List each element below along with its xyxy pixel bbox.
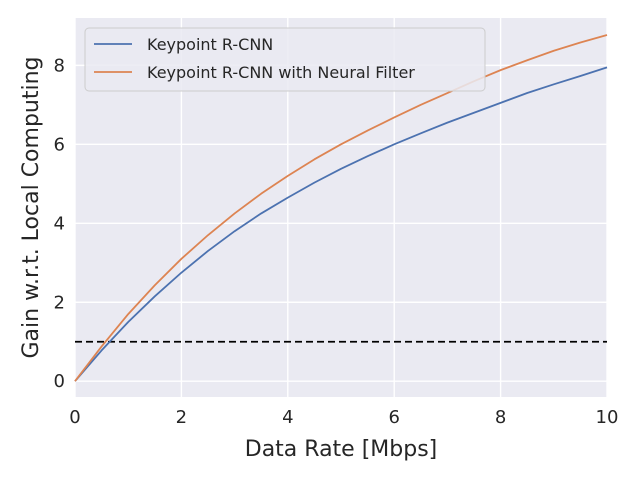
y-tick-label-3: 6 <box>54 134 65 155</box>
y-tick-label-2: 4 <box>54 213 65 234</box>
legend-label-0: Keypoint R-CNN <box>147 35 273 54</box>
y-tick-labels: 0 2 4 6 8 <box>54 55 65 392</box>
series-line-1 <box>74 34 608 382</box>
y-tick-label-0: 0 <box>54 371 65 392</box>
x-tick-labels: 0 2 4 6 8 10 <box>69 407 618 428</box>
series-layer <box>74 34 608 382</box>
legend-label-1: Keypoint R-CNN with Neural Filter <box>147 63 415 82</box>
x-tick-label-2: 4 <box>282 407 293 428</box>
x-axis-label: Data Rate [Mbps] <box>245 437 438 462</box>
series-line-0 <box>74 66 608 382</box>
x-tick-label-4: 8 <box>495 407 506 428</box>
x-tick-label-5: 10 <box>596 407 619 428</box>
x-tick-label-0: 0 <box>69 407 80 428</box>
legend: Keypoint R-CNN Keypoint R-CNN with Neural… <box>84 27 486 92</box>
x-tick-label-3: 6 <box>388 407 399 428</box>
legend-box <box>84 27 486 92</box>
x-tick-label-1: 2 <box>176 407 187 428</box>
y-tick-label-1: 2 <box>54 292 65 313</box>
y-tick-label-4: 8 <box>54 55 65 76</box>
y-axis-label: Gain w.r.t. Local Computing <box>19 57 44 359</box>
